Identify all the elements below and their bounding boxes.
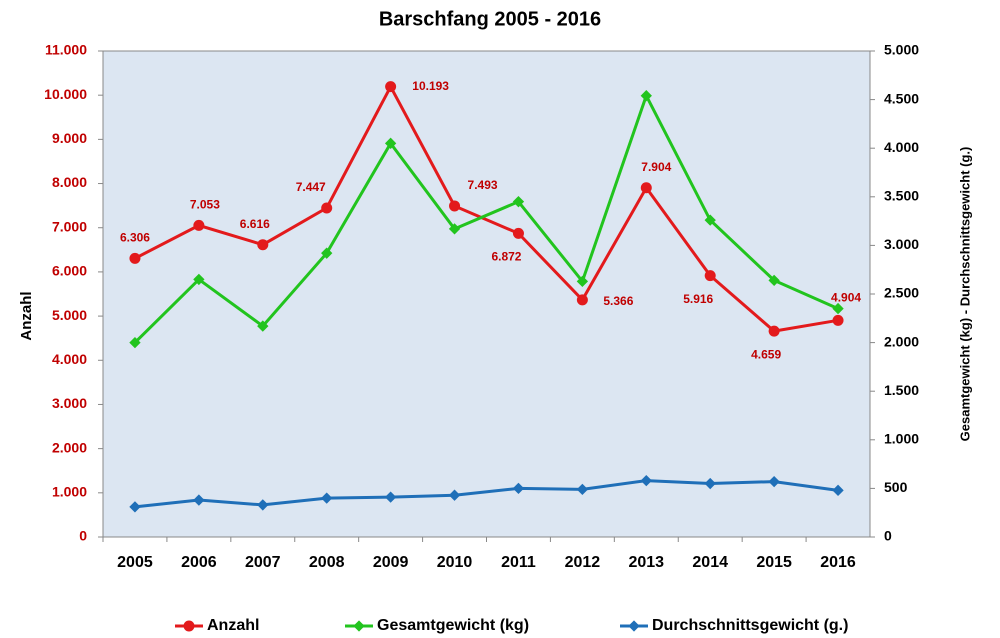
y2-tick-label: 4.500 [884, 90, 919, 106]
data-label: 6.306 [120, 231, 150, 245]
series-line [134, 83, 839, 333]
marker [704, 214, 716, 226]
marker [512, 196, 525, 208]
y-tick-label: 8.000 [52, 174, 87, 190]
data-label: 7.904 [641, 160, 671, 174]
data-label: 4.904 [831, 291, 861, 305]
x-tick-label: 2009 [373, 554, 409, 571]
marker [640, 474, 652, 487]
y2-tick-label: 3.500 [884, 188, 919, 204]
marker [193, 273, 205, 286]
legend-label: Durchschnittsgewicht (g.) [652, 617, 848, 634]
y2-tick-label: 500 [884, 479, 908, 495]
marker [129, 501, 141, 513]
marker [576, 275, 589, 288]
marker [129, 336, 141, 349]
x-tick-label: 2014 [692, 554, 728, 571]
marker [321, 247, 333, 259]
y-axis-title: Anzahl [18, 291, 35, 340]
marker [257, 320, 269, 332]
series-line [133, 91, 839, 344]
y-tick-label: 1.000 [52, 484, 87, 500]
y2-axis-title: Gesamtgewicht (kg) - Durchschnittsgewich… [957, 147, 972, 442]
data-label: 6.872 [491, 250, 521, 264]
x-tick-label: 2015 [756, 554, 792, 571]
marker [321, 202, 333, 214]
marker [129, 252, 141, 264]
marker [832, 314, 844, 326]
marker [832, 484, 844, 497]
y-tick-label: 6.000 [52, 263, 87, 279]
marker [384, 137, 397, 149]
marker [193, 494, 205, 506]
x-tick-label: 2007 [245, 554, 281, 571]
legend-marker [628, 620, 640, 632]
marker [704, 270, 716, 282]
y2-tick-label: 2.000 [884, 333, 919, 349]
y2-tick-label: 5.000 [884, 42, 919, 58]
y2-tick-label: 1.500 [884, 382, 919, 398]
y-tick-label: 2.000 [52, 439, 87, 455]
data-label: 7.493 [468, 178, 498, 192]
y2-tick-label: 1.000 [884, 431, 919, 447]
marker [512, 482, 525, 495]
marker [576, 294, 588, 306]
x-tick-label: 2016 [820, 554, 856, 571]
marker [257, 499, 269, 511]
data-label: 7.447 [296, 180, 326, 194]
x-tick-label: 2013 [628, 554, 664, 571]
marker [385, 81, 397, 93]
data-label: 5.916 [683, 292, 713, 306]
marker [449, 200, 461, 212]
marker [832, 302, 844, 315]
data-label: 4.659 [751, 347, 781, 361]
marker [257, 239, 269, 251]
x-tick-label: 2011 [501, 554, 536, 571]
legend-marker [183, 620, 195, 632]
marker [640, 182, 652, 194]
marker [704, 477, 716, 490]
legend-label: Anzahl [207, 617, 259, 634]
marker [768, 475, 780, 488]
x-tick-label: 2008 [309, 554, 345, 571]
y-tick-label: 11.000 [45, 42, 87, 58]
x-tick-label: 2005 [117, 554, 153, 571]
data-label: 6.616 [240, 217, 270, 231]
marker [448, 223, 461, 235]
y2-tick-label: 4.000 [884, 139, 919, 155]
data-label: 5.366 [603, 294, 633, 308]
y-tick-label: 4.000 [52, 351, 87, 367]
chart-title: Barschfang 2005 - 2016 [379, 8, 601, 30]
data-label: 10.193 [412, 79, 449, 93]
plot-area [102, 50, 871, 538]
y-tick-label: 9.000 [52, 130, 87, 146]
y-tick-label: 0 [79, 528, 87, 544]
x-tick-label: 2012 [565, 554, 601, 571]
marker [384, 491, 397, 503]
marker [193, 219, 205, 231]
marker [576, 483, 589, 496]
y-tick-label: 10.000 [44, 86, 87, 102]
y2-tick-label: 3.000 [884, 236, 919, 252]
marker [768, 325, 780, 337]
marker [768, 274, 780, 287]
y2-tick-label: 0 [884, 528, 892, 544]
x-tick-label: 2010 [437, 554, 473, 571]
legend-label: Gesamtgewicht (kg) [377, 617, 529, 634]
y-tick-label: 5.000 [52, 307, 87, 323]
data-label: 7.053 [190, 198, 220, 212]
y-tick-label: 7.000 [52, 218, 87, 234]
series-line [134, 479, 839, 509]
marker [448, 489, 461, 501]
marker [321, 492, 333, 504]
y-tick-label: 3.000 [52, 395, 87, 411]
y2-tick-label: 2.500 [884, 285, 919, 301]
marker [512, 227, 524, 239]
legend-marker [353, 620, 365, 632]
x-tick-label: 2006 [181, 554, 217, 571]
